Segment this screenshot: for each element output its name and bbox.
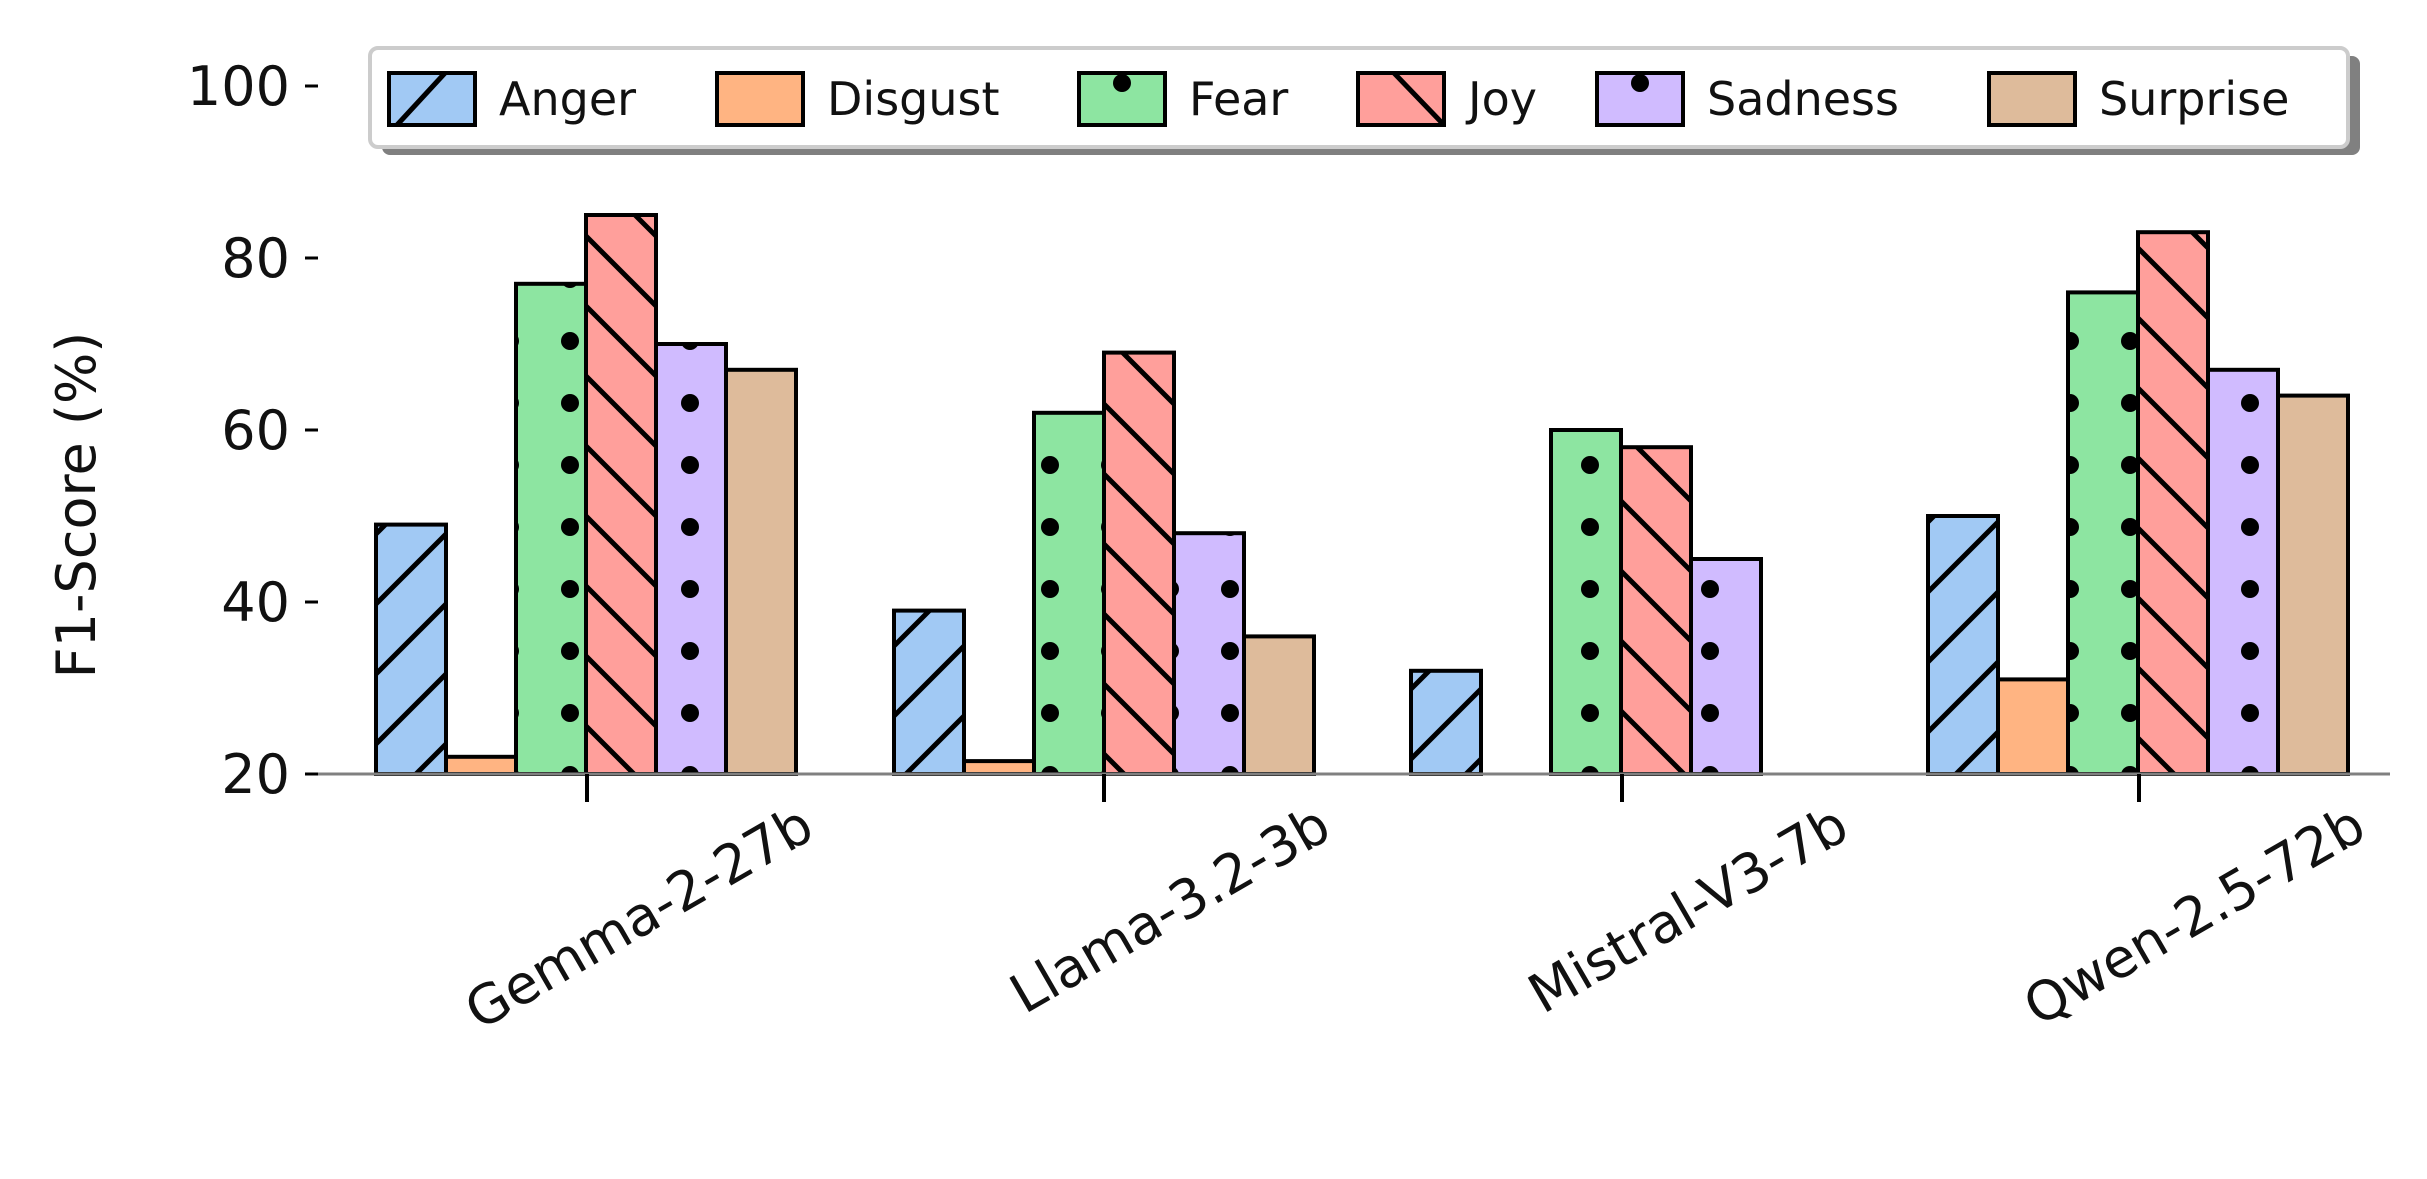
- y-tick-label: 80: [221, 227, 290, 290]
- y-axis-label: F1-Score (%): [45, 332, 108, 679]
- bar-fear: [1549, 428, 1623, 776]
- legend: Anger Disgust Fear Joy Sadness Surprise: [368, 46, 2360, 155]
- bar-joy: [584, 213, 658, 776]
- bar-anger: [374, 522, 448, 776]
- legend-label: Sadness: [1707, 72, 1899, 126]
- legend-item-sadness: Sadness: [1595, 71, 1899, 127]
- legend-item-surprise: Surprise: [1987, 71, 2289, 127]
- bars: [374, 213, 2350, 777]
- bar-disgust: [962, 759, 1036, 776]
- legend-label: Fear: [1189, 72, 1288, 126]
- bar-joy: [2136, 230, 2210, 776]
- legend-items: Anger Disgust Fear Joy Sadness Surprise: [387, 71, 2289, 127]
- legend-swatch: [387, 71, 477, 127]
- bar-fear: [1032, 410, 1106, 776]
- x-tick-label: Gemma-2-27b: [455, 793, 824, 1042]
- bar-anger: [1926, 514, 2000, 776]
- x-tick-label: Qwen-2.5-72b: [2013, 793, 2375, 1039]
- bar-fear: [514, 281, 588, 776]
- legend-item-anger: Anger: [387, 71, 636, 127]
- legend-swatch: [1987, 71, 2077, 127]
- bar-sadness: [654, 342, 728, 776]
- bar-sadness: [1689, 557, 1763, 776]
- y-tick-label: 40: [221, 571, 290, 634]
- bar-anger: [892, 608, 966, 776]
- bar-joy: [1102, 350, 1176, 776]
- bar-surprise: [2276, 393, 2350, 776]
- x-tick-label: Llama-3.2-3b: [1000, 793, 1341, 1026]
- bar-disgust: [1996, 677, 2070, 777]
- legend-swatch: [1595, 71, 1685, 127]
- bar-joy: [1619, 445, 1693, 776]
- legend-item-fear: Fear: [1077, 71, 1288, 127]
- legend-item-joy: Joy: [1356, 71, 1537, 127]
- x-tick-label: Mistral-V3-7b: [1518, 793, 1859, 1026]
- bar-sadness: [2206, 367, 2280, 776]
- legend-swatch: [1356, 71, 1446, 127]
- bar-fear: [2066, 290, 2140, 776]
- legend-label: Joy: [1465, 72, 1537, 126]
- legend-label: Surprise: [2099, 72, 2289, 126]
- bar-surprise: [724, 367, 798, 776]
- bar-sadness: [1172, 531, 1246, 777]
- y-tick-label: 100: [187, 55, 290, 118]
- x-ticks: Gemma-2-27b Llama-3.2-3b Mistral-V3-7b Qwen…: [455, 774, 2376, 1042]
- bar-disgust: [444, 754, 518, 776]
- bar-anger: [1409, 668, 1483, 776]
- legend-swatch: [715, 71, 805, 127]
- legend-item-disgust: Disgust: [715, 71, 1000, 127]
- y-tick-label: 60: [221, 399, 290, 462]
- bar-surprise: [1242, 634, 1316, 777]
- legend-label: Anger: [499, 72, 636, 126]
- y-tick-label: 20: [221, 743, 290, 806]
- y-ticks: 20 40 60 80 100: [187, 55, 318, 806]
- legend-swatch: [1077, 71, 1167, 127]
- legend-label: Disgust: [827, 72, 1000, 126]
- y-axis: F1-Score (%) 20 40 60 80 100: [45, 55, 318, 806]
